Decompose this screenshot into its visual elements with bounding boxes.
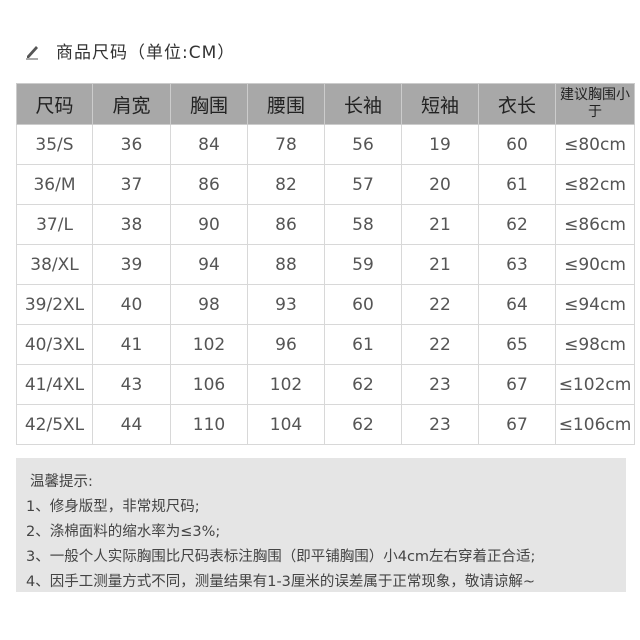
column-header: 尺码 (16, 83, 93, 125)
table-cell: 21 (401, 204, 479, 245)
table-cell: 43 (92, 364, 171, 405)
table-cell: 39 (92, 244, 171, 285)
table-cell: ≤80cm (555, 124, 635, 165)
table-cell: 96 (247, 324, 325, 365)
table-cell: 82 (247, 164, 325, 205)
table-cell: 40 (92, 284, 171, 325)
table-cell: 39/2XL (16, 284, 93, 325)
table-cell: 102 (170, 324, 248, 365)
table-cell: 90 (170, 204, 248, 245)
tips-box: 温馨提示: 1、修身版型，非常规尺码; 2、涤棉面料的缩水率为≤3%; 3、一般… (16, 458, 626, 592)
table-row: 40/3XL 41 102 96 61 22 65 ≤98cm (16, 324, 635, 365)
table-cell: ≤102cm (555, 364, 635, 405)
table-cell: 62 (478, 204, 556, 245)
table-cell: 20 (401, 164, 479, 205)
table-row: 42/5XL 44 110 104 62 23 67 ≤106cm (16, 404, 635, 445)
table-cell: 65 (478, 324, 556, 365)
table-cell: 23 (401, 404, 479, 445)
table-cell: 22 (401, 324, 479, 365)
table-cell: 37/L (16, 204, 93, 245)
table-cell: 78 (247, 124, 325, 165)
table-row: 35/S 36 84 78 56 19 60 ≤80cm (16, 124, 635, 165)
table-row: 37/L 38 90 86 58 21 62 ≤86cm (16, 204, 635, 245)
table-cell: 64 (478, 284, 556, 325)
table-cell: 38/XL (16, 244, 93, 285)
table-cell: 21 (401, 244, 479, 285)
table-cell: 102 (247, 364, 325, 405)
column-header: 胸围 (170, 83, 248, 125)
table-cell: 98 (170, 284, 248, 325)
table-cell: 40/3XL (16, 324, 93, 365)
table-cell: 62 (324, 364, 402, 405)
table-cell: 38 (92, 204, 171, 245)
table-cell: 106 (170, 364, 248, 405)
tip-item: 1、修身版型，非常规尺码; (26, 499, 200, 515)
column-header: 短袖 (401, 83, 479, 125)
page-title: 商品尺码（单位:CM） (24, 38, 235, 63)
table-cell: 61 (478, 164, 556, 205)
table-cell: 86 (247, 204, 325, 245)
table-row: 36/M 37 86 82 57 20 61 ≤82cm (16, 164, 635, 205)
table-cell: 22 (401, 284, 479, 325)
column-header: 长袖 (324, 83, 402, 125)
table-cell: 86 (170, 164, 248, 205)
column-header: 腰围 (247, 83, 325, 125)
table-row: 41/4XL 43 106 102 62 23 67 ≤102cm (16, 364, 635, 405)
table-cell: 88 (247, 244, 325, 285)
table-cell: 23 (401, 364, 479, 405)
table-cell: 60 (478, 124, 556, 165)
table-cell: ≤94cm (555, 284, 635, 325)
table-cell: 35/S (16, 124, 93, 165)
table-cell: 67 (478, 364, 556, 405)
table-cell: 36 (92, 124, 171, 165)
table-cell: 36/M (16, 164, 93, 205)
table-cell: ≤90cm (555, 244, 635, 285)
table-cell: 19 (401, 124, 479, 165)
tips-heading: 温馨提示: (30, 474, 93, 490)
table-cell: 37 (92, 164, 171, 205)
table-cell: 67 (478, 404, 556, 445)
table-cell: 94 (170, 244, 248, 285)
table-cell: 110 (170, 404, 248, 445)
table-cell: 58 (324, 204, 402, 245)
table-cell: 59 (324, 244, 402, 285)
size-table: 尺码 肩宽 胸围 腰围 长袖 短袖 衣长 建议胸围小于 35/S 36 84 78 56 19 60 ≤80… (16, 83, 635, 445)
table-cell: ≤106cm (555, 404, 635, 445)
title-text: 商品尺码（单位:CM） (56, 43, 236, 63)
table-row: 38/XL 39 94 88 59 21 63 ≤90cm (16, 244, 635, 285)
table-cell: 60 (324, 284, 402, 325)
pencil-icon (26, 45, 38, 59)
table-cell: ≤82cm (555, 164, 635, 205)
table-cell: ≤98cm (555, 324, 635, 365)
column-header: 衣长 (478, 83, 556, 125)
table-cell: 84 (170, 124, 248, 165)
table-cell: 57 (324, 164, 402, 205)
tip-item: 3、一般个人实际胸围比尺码表标注胸围（即平铺胸围）小4cm左右穿着正合适; (26, 549, 536, 565)
table-cell: 44 (92, 404, 171, 445)
tip-item: 4、因手工测量方式不同，测量结果有1-3厘米的误差属于正常现象，敬请谅解~ (26, 574, 536, 590)
table-cell: 41 (92, 324, 171, 365)
table-cell: 62 (324, 404, 402, 445)
table-cell: 42/5XL (16, 404, 93, 445)
table-cell: ≤86cm (555, 204, 635, 245)
table-cell: 61 (324, 324, 402, 365)
column-header: 肩宽 (92, 83, 171, 125)
table-header-row: 尺码 肩宽 胸围 腰围 长袖 短袖 衣长 建议胸围小于 (16, 83, 635, 125)
table-cell: 93 (247, 284, 325, 325)
table-cell: 41/4XL (16, 364, 93, 405)
table-cell: 56 (324, 124, 402, 165)
table-cell: 104 (247, 404, 325, 445)
table-cell: 63 (478, 244, 556, 285)
column-header: 建议胸围小于 (555, 83, 635, 125)
table-row: 39/2XL 40 98 93 60 22 64 ≤94cm (16, 284, 635, 325)
tip-item: 2、涤棉面料的缩水率为≤3%; (26, 524, 221, 540)
